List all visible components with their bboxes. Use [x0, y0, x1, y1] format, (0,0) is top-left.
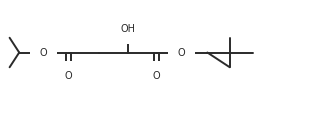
Text: O: O	[39, 48, 47, 57]
Text: O: O	[153, 71, 161, 80]
Text: OH: OH	[121, 25, 135, 34]
Text: O: O	[65, 71, 73, 80]
Text: O: O	[178, 48, 186, 57]
